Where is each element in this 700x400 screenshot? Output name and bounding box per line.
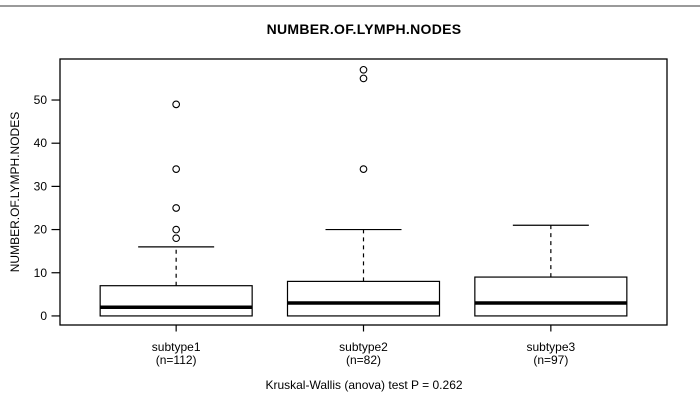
outlier-point bbox=[172, 165, 181, 173]
y-tick-label: 50 bbox=[34, 93, 48, 107]
iqr-box bbox=[99, 285, 253, 317]
iqr-box bbox=[474, 276, 628, 317]
top-border-rule bbox=[0, 5, 700, 7]
group-label: subtype1 bbox=[152, 340, 201, 354]
outlier-point bbox=[359, 65, 368, 74]
y-tick-label: 10 bbox=[34, 266, 48, 280]
group-n-label: (n=97) bbox=[533, 353, 568, 367]
y-tick-label: 30 bbox=[34, 179, 48, 193]
outlier-point bbox=[172, 234, 181, 243]
outlier-point bbox=[359, 74, 368, 83]
group-n-label: (n=112) bbox=[156, 353, 197, 367]
iqr-box bbox=[286, 280, 441, 317]
outlier-point bbox=[172, 100, 181, 109]
stat-test-caption: Kruskal-Wallis (anova) test P = 0.262 bbox=[265, 378, 463, 392]
y-tick-label: 40 bbox=[34, 136, 48, 150]
outlier-point bbox=[172, 204, 181, 212]
outlier-point bbox=[172, 225, 181, 234]
group-n-label: (n=82) bbox=[346, 353, 381, 367]
y-tick-label: 20 bbox=[34, 223, 48, 237]
plot-frame bbox=[59, 58, 668, 326]
group-label: subtype2 bbox=[339, 340, 388, 354]
y-tick-label: 0 bbox=[40, 309, 47, 323]
chart-title: NUMBER.OF.LYMPH.NODES bbox=[266, 21, 462, 37]
group-label: subtype3 bbox=[526, 340, 575, 354]
outlier-point bbox=[359, 165, 368, 173]
